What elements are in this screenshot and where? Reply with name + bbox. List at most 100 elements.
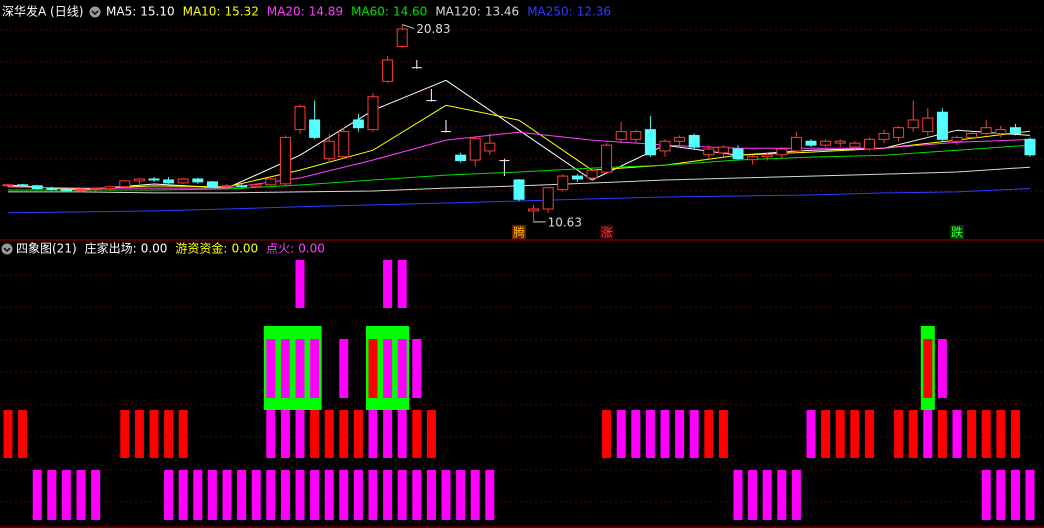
signal-bar: [412, 339, 422, 398]
signal-bar: [222, 470, 232, 520]
signal-bar: [149, 410, 159, 458]
signal-bar: [324, 470, 334, 520]
signal-bar: [18, 410, 28, 458]
signal-bar: [733, 470, 743, 520]
signal-bar: [485, 470, 495, 520]
legend-value: 15.10: [140, 5, 174, 19]
signal-bar: [368, 339, 378, 398]
candle-body: [206, 181, 218, 188]
signal-bar: [61, 470, 71, 520]
candle-body: [820, 140, 832, 146]
candle-body: [834, 140, 846, 144]
signal-bar: [645, 410, 655, 458]
candle-body: [980, 127, 992, 135]
signal-bar: [310, 470, 320, 520]
signal-bar: [368, 470, 378, 520]
ma-line: [7, 79, 1031, 191]
legend-value: 13.46: [485, 5, 519, 19]
candle-body: [469, 137, 481, 161]
candle-body: [936, 111, 948, 140]
candle-body: [236, 185, 248, 188]
candle-body: [367, 96, 379, 131]
signal-bar: [207, 470, 217, 520]
candle-body: [849, 142, 861, 148]
signal-bar: [660, 410, 670, 458]
max-label: 20.83: [416, 22, 450, 36]
price-panel: 20.83 10.63 腾 涨 跌: [2, 22, 1036, 240]
signal-bar: [397, 339, 407, 398]
legend-name: 游资资金:: [175, 241, 227, 256]
candle-body: [995, 129, 1007, 135]
signal-bar: [791, 470, 801, 520]
signal-bar: [266, 410, 276, 458]
ma-line: [8, 144, 1031, 191]
candle-body: [1024, 138, 1036, 156]
candle-body: [601, 144, 613, 173]
signal-badge: [599, 225, 614, 239]
candle-body: [192, 178, 204, 183]
signal-bar: [675, 410, 685, 458]
signal-bar: [310, 410, 320, 458]
candle-body: [148, 178, 160, 181]
candle-body: [382, 59, 394, 82]
candle-body: [805, 140, 817, 146]
signal-bar: [339, 470, 349, 520]
signal-bar: [397, 410, 407, 458]
signal-bar: [967, 410, 977, 458]
signal-bar: [295, 339, 305, 398]
candle-body: [790, 136, 802, 152]
candle-body: [747, 156, 759, 161]
signal-bar: [762, 470, 772, 520]
signal-bar: [981, 410, 991, 458]
candle-body: [717, 146, 729, 154]
candle-body: [265, 178, 277, 186]
signal-bar: [295, 260, 305, 308]
signal-bar: [777, 470, 787, 520]
signal-bar: [864, 410, 874, 458]
candle-body: [951, 136, 963, 142]
signal-bar: [47, 470, 57, 520]
signal-bar: [280, 470, 290, 520]
signal-bar: [412, 410, 422, 458]
candle-body: [630, 131, 642, 140]
candle-body: [615, 131, 627, 140]
indicator-title: 四象图(21): [16, 242, 77, 256]
signal-bar: [266, 339, 276, 398]
legend-name: MA60:: [351, 5, 389, 19]
signal-bar: [1025, 470, 1035, 520]
candle-body: [75, 189, 87, 192]
signal-bar: [923, 410, 933, 458]
signal-bar: [894, 410, 904, 458]
candle-body: [279, 136, 291, 185]
signal-bar: [32, 470, 42, 520]
candle-body: [907, 119, 919, 129]
signal-bar: [923, 339, 933, 398]
signal-bar: [193, 470, 203, 520]
signal-bar: [908, 410, 918, 458]
signal-bar: [937, 410, 947, 458]
candle-body: [922, 117, 934, 133]
signal-bar: [120, 410, 130, 458]
signal-bar: [383, 339, 393, 398]
signal-bar: [134, 410, 144, 458]
signal-bar: [806, 410, 816, 458]
candle-body: [776, 148, 788, 156]
signal-bar: [383, 470, 393, 520]
max-pointer: [402, 24, 415, 30]
candle-body: [557, 175, 569, 191]
signal-bar: [368, 410, 378, 458]
signal-label: 跌: [951, 225, 963, 240]
candle-body: [1009, 127, 1021, 135]
signal-bar: [353, 410, 363, 458]
signal-bar: [426, 410, 436, 458]
signal-bar: [850, 410, 860, 458]
signal-bar: [412, 470, 422, 520]
signal-bar: [164, 410, 174, 458]
legend-name: 点火:: [266, 242, 294, 256]
candle-body: [688, 134, 700, 148]
signal-bar: [310, 339, 320, 398]
candle-body: [309, 119, 321, 138]
header-icon: [1, 243, 13, 255]
